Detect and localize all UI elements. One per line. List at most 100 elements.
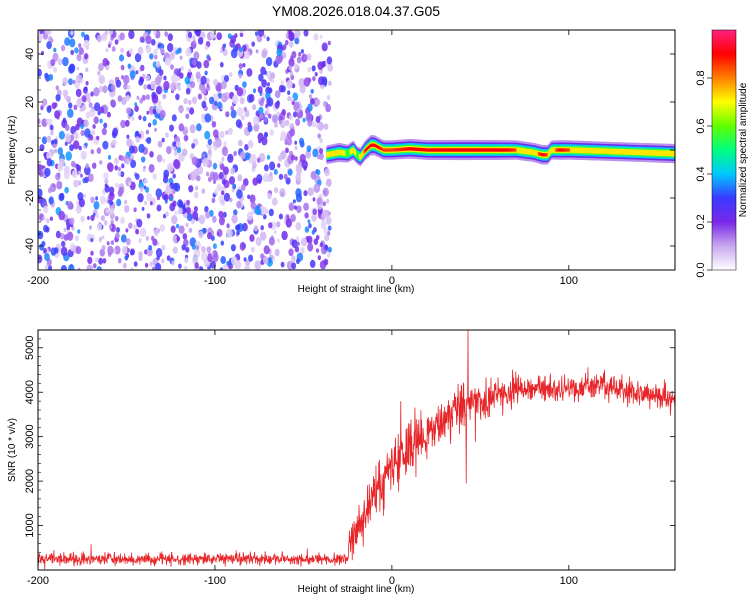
noise-speckle — [107, 162, 114, 173]
noise-speckle — [204, 113, 212, 123]
noise-speckle — [191, 156, 198, 166]
colorbar-tick-label: 0.2 — [695, 214, 707, 229]
noise-speckle — [296, 167, 302, 176]
noise-speckle — [184, 126, 188, 131]
noise-speckle — [295, 193, 303, 203]
noise-speckle — [156, 204, 162, 212]
noise-speckle — [139, 97, 144, 104]
y-tick-label: 4000 — [24, 380, 36, 404]
noise-speckle — [121, 245, 128, 254]
noise-speckle — [50, 140, 55, 145]
noise-speckle — [223, 174, 227, 180]
noise-speckle — [77, 229, 81, 234]
noise-speckle — [325, 216, 332, 225]
noise-speckle — [124, 255, 129, 261]
noise-speckle — [93, 201, 100, 210]
noise-speckle — [60, 264, 67, 270]
noise-speckle — [124, 119, 130, 127]
noise-speckle — [209, 30, 216, 40]
noise-speckle — [289, 128, 296, 137]
noise-speckle — [126, 84, 131, 91]
spectrogram-y-axis: -40 -20 0 20 40 — [24, 29, 675, 271]
noise-speckle — [68, 78, 73, 86]
noise-speckle — [85, 111, 91, 119]
noise-speckle — [177, 47, 182, 53]
noise-speckle — [145, 94, 150, 100]
noise-speckle — [221, 146, 229, 157]
noise-speckle — [145, 235, 149, 241]
noise-speckle — [230, 244, 236, 252]
noise-speckle — [109, 207, 115, 215]
noise-speckle — [152, 238, 158, 246]
noise-speckle — [156, 154, 163, 163]
noise-speckle — [129, 70, 136, 79]
noise-speckle — [218, 210, 224, 218]
noise-speckle — [39, 144, 45, 152]
noise-speckle — [69, 217, 75, 225]
noise-speckle — [214, 189, 218, 195]
noise-speckle — [149, 53, 154, 60]
noise-speckle — [164, 57, 172, 67]
noise-speckle — [70, 49, 74, 56]
noise-speckle — [288, 41, 294, 48]
noise-speckle — [306, 53, 312, 61]
noise-speckle — [315, 234, 320, 241]
noise-speckle — [157, 140, 163, 148]
noise-speckle — [180, 65, 184, 71]
noise-speckle — [274, 121, 278, 128]
noise-speckle — [262, 206, 268, 215]
noise-speckle — [107, 154, 112, 160]
noise-speckle — [51, 102, 57, 110]
y-tick-label: 2000 — [24, 469, 36, 493]
noise-speckle — [42, 216, 46, 221]
noise-speckle — [64, 124, 70, 131]
noise-speckle — [70, 30, 74, 36]
noise-speckle — [211, 121, 217, 128]
noise-speckle — [136, 218, 143, 228]
noise-speckle — [306, 145, 312, 153]
noise-speckle — [80, 130, 85, 137]
noise-speckle — [165, 211, 169, 217]
snr-y-label: SNR (10 * v/v) — [7, 418, 18, 482]
noise-speckle — [130, 159, 137, 169]
noise-speckle — [184, 76, 190, 85]
noise-speckle — [325, 198, 330, 204]
noise-speckle — [223, 141, 227, 147]
noise-speckle — [40, 105, 44, 111]
noise-speckle — [105, 208, 110, 214]
noise-speckle — [277, 163, 281, 168]
noise-speckle — [125, 95, 130, 102]
noise-speckle — [137, 46, 144, 55]
noise-speckle — [77, 192, 84, 201]
noise-speckle — [268, 87, 273, 94]
noise-speckle — [243, 257, 247, 262]
noise-speckle — [81, 95, 87, 103]
noise-speckle — [178, 225, 185, 234]
noise-speckle — [201, 188, 206, 194]
noise-speckle — [249, 234, 255, 242]
noise-speckle — [121, 75, 124, 80]
noise-speckle — [291, 51, 297, 59]
noise-speckle — [73, 131, 79, 140]
noise-speckle — [171, 215, 178, 225]
noise-speckle — [290, 154, 296, 161]
noise-speckle — [236, 189, 243, 199]
noise-speckle — [305, 150, 312, 159]
noise-speckle — [327, 225, 332, 231]
noise-speckle — [269, 172, 273, 177]
noise-speckle — [198, 230, 204, 239]
noise-speckle — [57, 58, 63, 66]
noise-speckle — [154, 54, 158, 60]
noise-speckle — [78, 43, 82, 48]
noise-speckle — [177, 199, 183, 208]
noise-speckle — [80, 123, 84, 130]
noise-speckle — [207, 232, 212, 240]
y-tick-label: 40 — [24, 48, 36, 60]
noise-speckle — [287, 90, 291, 95]
noise-speckle — [271, 197, 278, 206]
noise-speckle — [116, 198, 122, 207]
x-tick-label: 0 — [389, 275, 395, 287]
noise-speckle — [38, 33, 43, 43]
noise-speckle — [126, 134, 130, 139]
noise-speckle — [323, 123, 329, 130]
